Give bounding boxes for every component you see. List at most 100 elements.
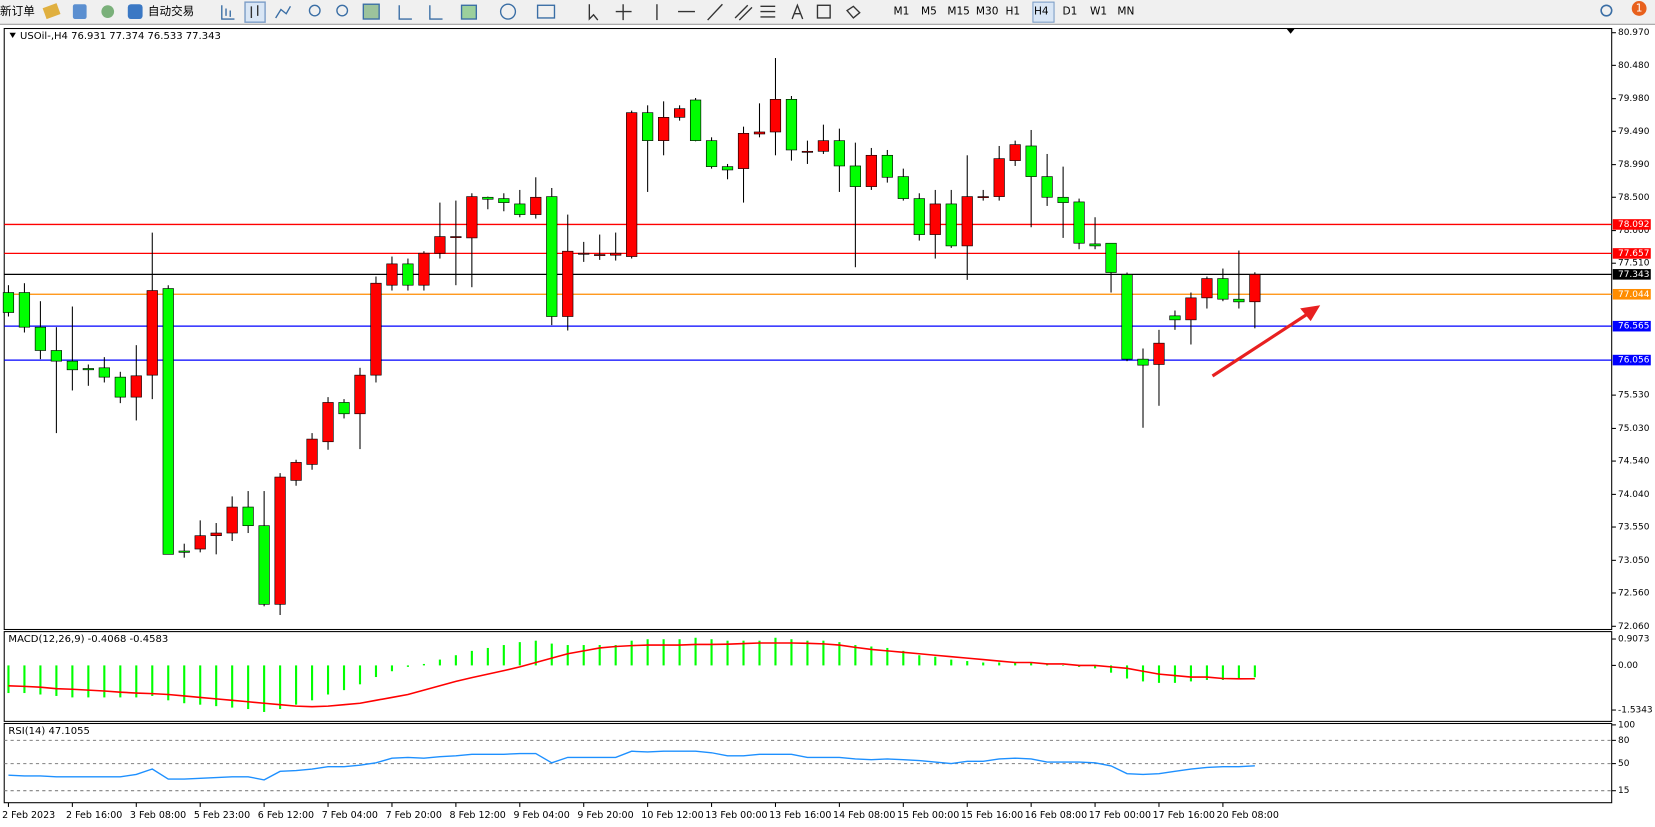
price-level-label: 76.565	[1618, 322, 1649, 332]
icon[interactable]	[72, 4, 87, 20]
icon[interactable]	[101, 5, 115, 18]
annotation-arrow	[1211, 311, 1311, 378]
timeframe-button[interactable]: M30	[976, 6, 999, 18]
x-tick-label: 3 Feb 08:00	[130, 810, 186, 821]
timeframe-button[interactable]: H1	[1005, 6, 1020, 18]
macd-bar	[422, 663, 425, 666]
bar-chart-button[interactable]	[221, 5, 235, 20]
icon[interactable]	[42, 3, 61, 20]
candle-body	[1105, 242, 1117, 273]
price-panel	[3, 27, 1613, 631]
line-chart-button[interactable]	[275, 5, 292, 19]
crosshair-button[interactable]	[615, 4, 632, 21]
macd-bar	[1125, 665, 1129, 679]
candle-body	[1009, 144, 1021, 161]
macd-bar	[1253, 665, 1256, 678]
y-tick-label: 78.500	[1618, 193, 1650, 203]
timeframe-button[interactable]: M5	[921, 6, 937, 18]
macd-bar	[950, 659, 953, 666]
timeframe-button[interactable]: W1	[1090, 6, 1107, 18]
zoom-in-button[interactable]	[308, 4, 321, 17]
macd-bar	[231, 665, 234, 708]
macd-bar	[438, 659, 441, 666]
candle-body	[1025, 145, 1037, 177]
symbol-menu-arrow[interactable]	[9, 32, 16, 39]
indicators-button[interactable]	[460, 4, 478, 20]
candle-body	[849, 165, 861, 187]
y-tick-label: 50	[1618, 759, 1630, 769]
new-order-button[interactable]: 新订单	[0, 4, 35, 18]
y-tick-label: -1.5343	[1618, 706, 1653, 716]
candle-body	[530, 196, 542, 215]
timeframe-button[interactable]: MN	[1117, 6, 1134, 18]
y-tick-label: 79.980	[1618, 94, 1650, 104]
timeframe-button[interactable]: M15	[947, 6, 970, 18]
text-button[interactable]	[791, 3, 804, 20]
periods-button[interactable]	[499, 3, 517, 20]
price-level-box	[1612, 288, 1651, 300]
auto-trading-icon[interactable]	[127, 4, 143, 20]
candle-body	[146, 290, 158, 376]
tile-button[interactable]	[362, 3, 380, 20]
channel-button[interactable]	[734, 4, 753, 21]
macd-bar	[1221, 665, 1224, 680]
candle-body	[50, 350, 62, 362]
macd-bar	[454, 655, 457, 666]
price-level-box	[1612, 320, 1651, 332]
y-tick-label: 78.000	[1618, 226, 1650, 236]
candle-body	[785, 99, 798, 151]
macd-bar	[295, 665, 298, 705]
candle-body	[498, 198, 510, 203]
fibo-button[interactable]	[760, 5, 776, 18]
shift-button[interactable]	[429, 5, 443, 20]
x-tick-label: 14 Feb 08:00	[833, 810, 895, 821]
macd-bar	[774, 637, 777, 666]
auto-trading-button[interactable]: 自动交易	[148, 4, 194, 18]
x-tick-label: 5 Feb 23:00	[194, 810, 250, 821]
indicator-title: MACD(12,26,9) -0.4068 -0.4583	[8, 634, 168, 645]
candle-body	[354, 374, 366, 415]
search-button[interactable]	[1600, 4, 1613, 17]
candle-body	[34, 326, 47, 351]
label-button[interactable]	[816, 4, 831, 19]
candle-body	[1121, 274, 1133, 360]
candle-body	[114, 376, 126, 398]
timeframe-button[interactable]: D1	[1062, 6, 1077, 18]
candle-body	[98, 367, 110, 378]
macd-bar	[1030, 662, 1033, 666]
cursor-button[interactable]	[588, 4, 599, 21]
candle-body	[82, 368, 94, 371]
timeframe-button[interactable]: H4	[1034, 6, 1049, 18]
x-tick-label: 7 Feb 20:00	[386, 810, 442, 821]
macd-bar	[1094, 665, 1097, 669]
candle-body	[993, 158, 1005, 197]
candle-body	[865, 154, 877, 187]
candle-body	[817, 140, 830, 152]
candle-body	[338, 402, 350, 415]
notification-badge[interactable]	[1631, 1, 1647, 16]
candle-body	[1233, 298, 1245, 303]
macd-bar	[87, 665, 90, 698]
y-tick-label: 72.060	[1618, 622, 1650, 632]
macd-bar	[662, 639, 665, 666]
candle-body	[1137, 358, 1149, 366]
trendline-button[interactable]	[707, 3, 723, 21]
candle-body	[705, 140, 718, 167]
timeframe-button[interactable]: M1	[894, 6, 910, 18]
macd-bar	[598, 645, 601, 666]
x-tick-label: 6 Feb 12:00	[258, 810, 314, 821]
candle-body	[386, 263, 398, 286]
macd-bar	[646, 639, 649, 666]
macd-bar	[1109, 665, 1113, 673]
autoscroll-button[interactable]	[398, 5, 412, 20]
arrows-button[interactable]	[846, 5, 861, 19]
x-tick-label: 2 Feb 2023	[2, 810, 55, 821]
notification-count: 1	[1636, 2, 1643, 14]
candles-button[interactable]	[244, 1, 266, 23]
macd-bar	[902, 650, 905, 666]
macd-bar	[119, 665, 122, 698]
templates-button[interactable]	[536, 4, 556, 19]
candle-body	[737, 132, 750, 169]
zoom-out-button[interactable]	[336, 4, 349, 17]
